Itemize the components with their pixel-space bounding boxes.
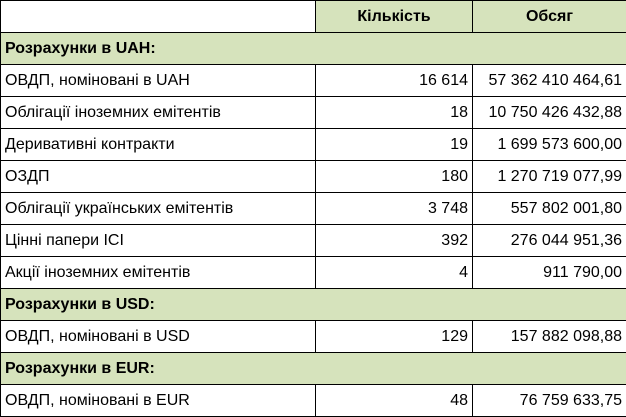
header-count: Кількість [315, 0, 473, 33]
table-row: Облігації українських емітентів 3 748 55… [0, 192, 626, 225]
table-row: Деривативні контракти 19 1 699 573 600,0… [0, 128, 626, 161]
row-volume: 57 362 410 464,61 [472, 64, 626, 97]
header-corner-cell [0, 0, 316, 33]
row-volume: 76 759 633,75 [472, 384, 626, 417]
row-count: 3 748 [315, 192, 473, 225]
header-row: Кількість Обсяг [0, 0, 626, 33]
row-name: ОВДП, номіновані в EUR [0, 384, 316, 417]
row-name: ОЗДП [0, 160, 316, 193]
row-volume: 1 270 719 077,99 [472, 160, 626, 193]
table-row: Акції іноземних емітентів 4 911 790,00 [0, 256, 626, 289]
section-row-eur: Розрахунки в EUR: [0, 352, 626, 385]
table-row: ОВДП, номіновані в UAH 16 614 57 362 410… [0, 64, 626, 97]
row-count: 19 [315, 128, 473, 161]
table-row: ОВДП, номіновані в USD 129 157 882 098,8… [0, 320, 626, 353]
row-count: 392 [315, 224, 473, 257]
header-volume: Обсяг [472, 0, 626, 33]
section-title: Розрахунки в USD: [0, 288, 626, 321]
row-count: 16 614 [315, 64, 473, 97]
row-volume: 276 044 951,36 [472, 224, 626, 257]
row-name: Цінні папери ICI [0, 224, 316, 257]
row-volume: 557 802 001,80 [472, 192, 626, 225]
table-row: Облігації іноземних емітентів 18 10 750 … [0, 96, 626, 129]
row-volume: 10 750 426 432,88 [472, 96, 626, 129]
row-volume: 911 790,00 [472, 256, 626, 289]
table-row: ОВДП, номіновані в EUR 48 76 759 633,75 [0, 384, 626, 417]
row-volume: 1 699 573 600,00 [472, 128, 626, 161]
row-name: Облігації українських емітентів [0, 192, 316, 225]
row-name: Деривативні контракти [0, 128, 316, 161]
section-title: Розрахунки в EUR: [0, 352, 626, 385]
row-name: Акції іноземних емітентів [0, 256, 316, 289]
row-name: Облігації іноземних емітентів [0, 96, 316, 129]
row-name: ОВДП, номіновані в UAH [0, 64, 316, 97]
row-count: 18 [315, 96, 473, 129]
table-row: ОЗДП 180 1 270 719 077,99 [0, 160, 626, 193]
row-name: ОВДП, номіновані в USD [0, 320, 316, 353]
section-row-uah: Розрахунки в UAH: [0, 32, 626, 65]
row-volume: 157 882 098,88 [472, 320, 626, 353]
section-row-usd: Розрахунки в USD: [0, 288, 626, 321]
row-count: 48 [315, 384, 473, 417]
row-count: 129 [315, 320, 473, 353]
row-count: 180 [315, 160, 473, 193]
table-row: Цінні папери ICI 392 276 044 951,36 [0, 224, 626, 257]
section-title: Розрахунки в UAH: [0, 32, 626, 65]
row-count: 4 [315, 256, 473, 289]
